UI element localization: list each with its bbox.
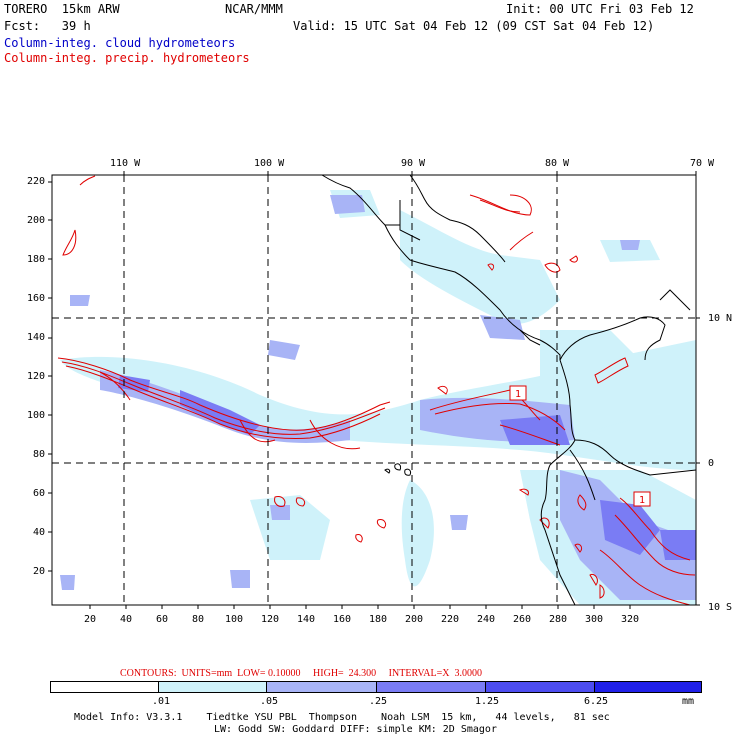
colorbar-bin-1 xyxy=(51,682,159,692)
x-tick-180: 180 xyxy=(369,614,388,625)
contour-label-1: 1 xyxy=(509,385,527,401)
coastlines xyxy=(321,174,697,606)
lat-label-10s: 10 S xyxy=(708,602,733,613)
lat-label-10n: 10 N xyxy=(708,313,733,324)
y-tick-160: 160 xyxy=(27,293,46,304)
x-tick-20: 20 xyxy=(84,614,97,625)
x-tick-60: 60 xyxy=(156,614,169,625)
lon-label-90w: 90 W xyxy=(401,158,426,169)
x-tick-80: 80 xyxy=(192,614,205,625)
colorbar-label-0: .01 xyxy=(152,696,171,707)
forecast-hour: Fcst: 39 h xyxy=(4,19,91,33)
lon-label-70w: 70 W xyxy=(690,158,715,169)
colorbar-bin-2 xyxy=(159,682,267,692)
y-tick-80: 80 xyxy=(33,449,46,460)
valid-time: Valid: 15 UTC Sat 04 Feb 12 (09 CST Sat … xyxy=(293,19,655,33)
x-tick-280: 280 xyxy=(549,614,568,625)
y-tick-120: 120 xyxy=(27,371,46,382)
svg-text:1: 1 xyxy=(639,495,645,506)
x-tick-120: 120 xyxy=(261,614,280,625)
y-tick-200: 200 xyxy=(27,215,46,226)
colorbar-bin-6 xyxy=(595,682,701,692)
colorbar-bin-3 xyxy=(267,682,377,692)
x-tick-200: 200 xyxy=(405,614,424,625)
x-tick-40: 40 xyxy=(120,614,133,625)
model-title: TORERO 15km ARW xyxy=(4,2,120,16)
lon-label-100w: 100 W xyxy=(254,158,285,169)
colorbar-label-3: 1.25 xyxy=(475,696,500,707)
contour-label-2: 1 xyxy=(633,491,651,507)
x-tick-240: 240 xyxy=(477,614,496,625)
colorbar-label-1: .05 xyxy=(260,696,279,707)
x-tick-140: 140 xyxy=(297,614,316,625)
x-tick-100: 100 xyxy=(225,614,244,625)
model-info: Model Info: V3.3.1 Tiedtke YSU PBL Thomp… xyxy=(74,712,610,723)
colorbar xyxy=(50,681,702,693)
colorbar-bin-4 xyxy=(377,682,486,692)
x-tick-160: 160 xyxy=(333,614,352,625)
svg-text:1: 1 xyxy=(515,389,521,400)
y-tick-20: 20 xyxy=(33,566,46,577)
colorbar-unit: mm xyxy=(682,696,695,707)
x-tick-300: 300 xyxy=(585,614,604,625)
x-tick-320: 320 xyxy=(621,614,640,625)
physics-info: LW: Godd SW: Goddard DIFF: simple KM: 2D… xyxy=(214,724,497,735)
y-tick-40: 40 xyxy=(33,527,46,538)
lon-label-80w: 80 W xyxy=(545,158,570,169)
cloud-hydrometeor-heavy xyxy=(118,375,696,560)
organization: NCAR/MMM xyxy=(225,2,283,16)
precip-contours xyxy=(57,175,696,606)
colorbar-label-2: .25 xyxy=(369,696,388,707)
lat-label-0: 0 xyxy=(708,458,715,469)
field-cloud-label: Column-integ. cloud hydrometeors xyxy=(4,36,236,50)
y-tick-180: 180 xyxy=(27,254,46,265)
axis-ticks xyxy=(48,171,700,609)
y-tick-220: 220 xyxy=(27,176,46,187)
map-frame xyxy=(51,174,697,606)
x-tick-220: 220 xyxy=(441,614,460,625)
y-tick-60: 60 xyxy=(33,488,46,499)
init-time: Init: 00 UTC Fri 03 Feb 12 xyxy=(506,2,694,16)
colorbar-bin-5 xyxy=(486,682,595,692)
x-tick-260: 260 xyxy=(513,614,532,625)
lon-label-110w: 110 W xyxy=(110,158,141,169)
y-tick-140: 140 xyxy=(27,332,46,343)
colorbar-label-4: 6.25 xyxy=(584,696,609,707)
field-precip-label: Column-integ. precip. hydrometeors xyxy=(4,51,250,65)
contour-info: CONTOURS: UNITS=mm LOW= 0.10000 HIGH= 24… xyxy=(120,668,482,679)
y-tick-100: 100 xyxy=(27,410,46,421)
